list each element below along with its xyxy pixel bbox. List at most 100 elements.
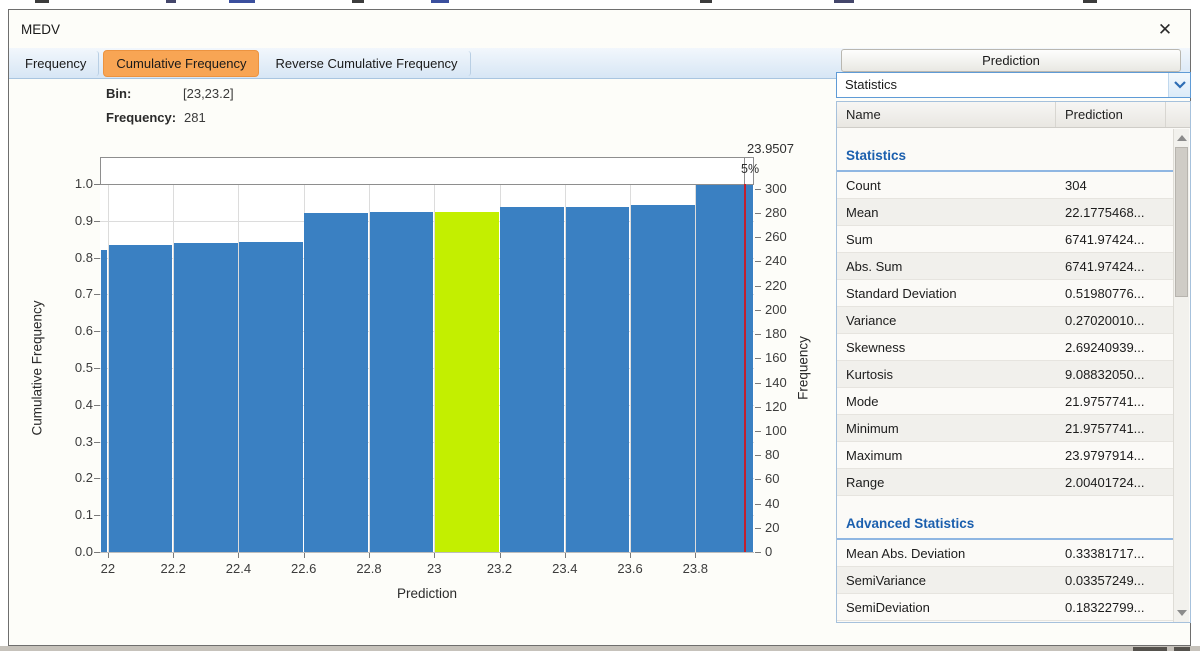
- table-row: Mode21.9757741...: [837, 388, 1174, 415]
- y-tick-right: [755, 213, 761, 214]
- close-icon[interactable]: ✕: [1154, 19, 1176, 41]
- table-row: Abs. Sum6741.97424...: [837, 253, 1174, 280]
- stat-value: 21.9757741...: [1056, 388, 1145, 414]
- y-tick-label-right: 60: [765, 471, 805, 486]
- y-tick-label-left: 0.9: [47, 213, 93, 228]
- background-fragment: [834, 0, 854, 3]
- stat-name: Count: [837, 172, 1056, 198]
- bar[interactable]: [304, 213, 368, 552]
- x-tick-label: 22.6: [276, 561, 332, 576]
- y-tick-left: [94, 442, 100, 443]
- stat-value: 0.18322799...: [1056, 594, 1145, 620]
- stat-value: 2.00401724...: [1056, 469, 1145, 495]
- table-row: Standard Deviation0.51980776...: [837, 280, 1174, 307]
- background-fragment: [352, 0, 364, 3]
- statistics-dropdown[interactable]: Statistics: [836, 72, 1191, 98]
- stat-name: Kurtosis: [837, 361, 1056, 387]
- table-header: Name Prediction: [837, 102, 1190, 128]
- y-tick-right: [755, 261, 761, 262]
- bar[interactable]: [174, 243, 238, 552]
- bar[interactable]: [631, 205, 695, 552]
- y-tick-label-right: 240: [765, 253, 805, 268]
- bar-highlighted[interactable]: [435, 212, 499, 552]
- y-tick-right: [755, 479, 761, 480]
- frequency-value: 281: [184, 110, 206, 125]
- x-tick-label: 23.8: [667, 561, 723, 576]
- tab-cumulative-frequency[interactable]: Cumulative Frequency: [103, 50, 259, 77]
- column-header-prediction[interactable]: Prediction: [1056, 102, 1166, 127]
- table-row: Range2.00401724...: [837, 469, 1174, 496]
- background-fragment: [431, 0, 449, 3]
- tab-frequency[interactable]: Frequency: [13, 51, 99, 76]
- dropdown-button[interactable]: [1168, 73, 1190, 97]
- x-tick-label: 22.4: [210, 561, 266, 576]
- stat-value: 2.69240939...: [1056, 334, 1145, 360]
- bar[interactable]: [566, 207, 630, 552]
- prediction-button[interactable]: Prediction: [841, 49, 1181, 72]
- stat-value: 304: [1056, 172, 1087, 198]
- column-header-name[interactable]: Name: [837, 102, 1056, 127]
- x-tick-label: 22.2: [145, 561, 201, 576]
- y-tick-left: [94, 294, 100, 295]
- y-axis-title-left: Cumulative Frequency: [30, 300, 45, 435]
- background-fragment: [700, 0, 712, 3]
- y-tick-right: [755, 189, 761, 190]
- x-tick-label: 23.2: [472, 561, 528, 576]
- y-tick-label-right: 100: [765, 423, 805, 438]
- scrollbar-thumb[interactable]: [1175, 147, 1188, 297]
- bar[interactable]: [239, 242, 303, 552]
- background-fragment: [166, 0, 176, 3]
- stat-value: 9.08832050...: [1056, 361, 1145, 387]
- y-tick-label-left: 0.6: [47, 323, 93, 338]
- bar[interactable]: [370, 212, 434, 552]
- stat-value: 0.27020010...: [1056, 307, 1145, 333]
- stat-name: Sum: [837, 226, 1056, 252]
- stat-name: Mean: [837, 199, 1056, 225]
- background-fragment: [35, 0, 49, 3]
- tab-reverse-cumulative-frequency[interactable]: Reverse Cumulative Frequency: [263, 51, 470, 76]
- percentile-marker-line[interactable]: [744, 184, 746, 552]
- percentile-marker-percent: 5%: [741, 162, 759, 176]
- table-row: SemiVariance0.03357249...: [837, 567, 1174, 594]
- y-tick-right: [755, 455, 761, 456]
- table-row: Count304: [837, 172, 1174, 199]
- scroll-up-icon[interactable]: [1177, 135, 1187, 141]
- y-tick-label-right: 40: [765, 496, 805, 511]
- y-axis-title-right: Frequency: [796, 336, 811, 400]
- bar[interactable]: [101, 250, 107, 552]
- table-scrollbar[interactable]: [1173, 129, 1189, 622]
- y-tick-label-left: 0.8: [47, 250, 93, 265]
- stat-name: Standard Deviation: [837, 280, 1056, 306]
- stat-name: SemiDeviation: [837, 594, 1056, 620]
- bar[interactable]: [500, 207, 564, 552]
- y-tick-left: [94, 368, 100, 369]
- y-tick-label-right: 80: [765, 447, 805, 462]
- y-tick-label-left: 1.0: [47, 176, 93, 191]
- y-tick-right: [755, 358, 761, 359]
- stat-value: 0.03357249...: [1056, 567, 1145, 593]
- background-fragment: [1174, 647, 1190, 651]
- x-tick-label: 22.8: [341, 561, 397, 576]
- table-row: Variance0.27020010...: [837, 307, 1174, 334]
- stat-name: Minimum: [837, 415, 1056, 441]
- stat-name: SemiVariance: [837, 567, 1056, 593]
- y-tick-right: [755, 383, 761, 384]
- x-tick-label: 22: [80, 561, 136, 576]
- table-body: StatisticsCount304Mean22.1775468...Sum67…: [837, 128, 1174, 621]
- y-tick-label-left: 0.4: [47, 397, 93, 412]
- stat-value: 22.1775468...: [1056, 199, 1145, 225]
- stat-value: 6741.97424...: [1056, 226, 1145, 252]
- percentile-selector-box[interactable]: [100, 157, 754, 185]
- bar[interactable]: [109, 245, 173, 552]
- table-row: Mean Abs. Deviation0.33381717...: [837, 540, 1174, 567]
- scroll-down-icon[interactable]: [1177, 610, 1187, 616]
- statistics-dropdown-value: Statistics: [845, 77, 897, 92]
- y-tick-left: [94, 515, 100, 516]
- stat-name: Mode: [837, 388, 1056, 414]
- stat-value: 23.9797914...: [1056, 442, 1145, 468]
- y-tick-right: [755, 334, 761, 335]
- y-tick-left: [94, 405, 100, 406]
- table-row: Kurtosis9.08832050...: [837, 361, 1174, 388]
- dialog-title: MEDV: [21, 22, 60, 37]
- bin-label: Bin:: [106, 86, 131, 101]
